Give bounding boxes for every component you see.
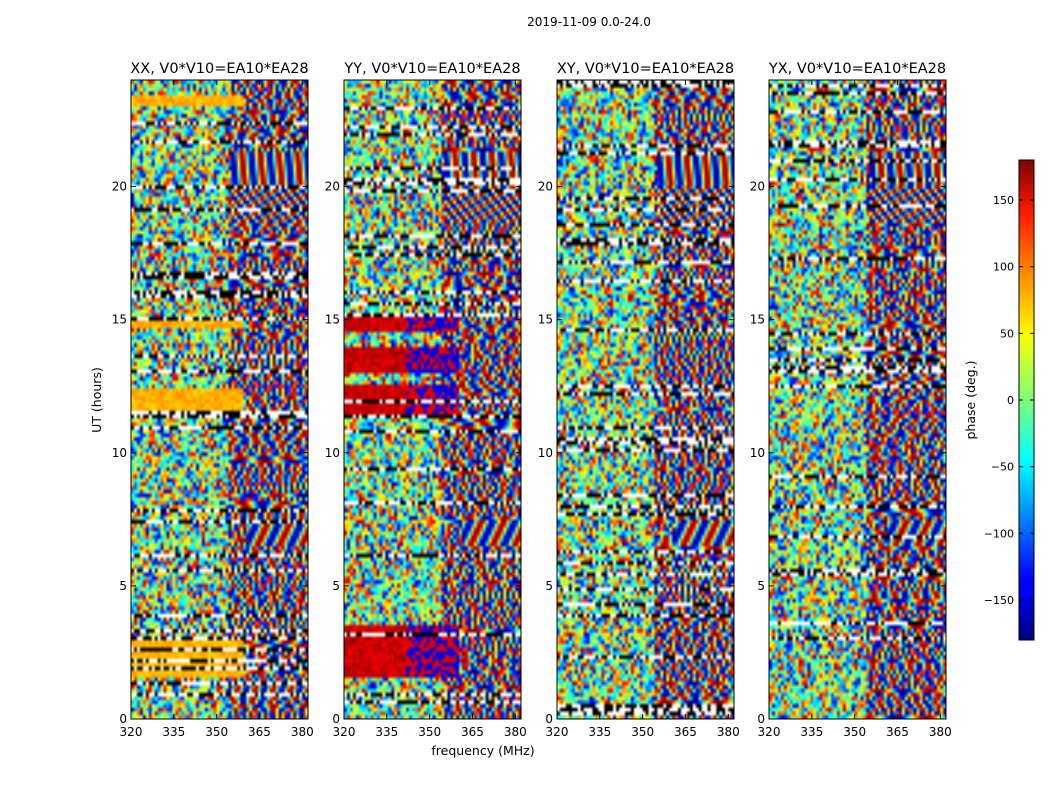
y-tick-label: 5 [757,579,765,593]
y-tick-label: 20 [538,180,553,194]
colorbar-tick-label: 0 [1007,394,1014,407]
y-tick-label: 15 [112,313,127,327]
colorbar-tick-label: 50 [1000,327,1014,340]
panel-frame [556,79,735,720]
panel-xy: XY, V0*V10=EA10*EA28 320 335 350 365 380 0 5 10 1… [538,61,740,739]
colorbar-label: phase (deg.) [963,361,978,440]
y-tick-label: 20 [750,180,765,194]
x-tick-label: 350 [205,725,228,739]
panel-title: XY, V0*V10=EA10*EA28 [557,61,734,77]
x-axis-label: frequency (MHz) [431,743,534,758]
x-tick-label: 380 [717,725,740,739]
panel-title: YX, V0*V10=EA10*EA28 [768,61,946,77]
x-tick-label: 365 [674,725,697,739]
y-tick-label: 0 [119,712,127,726]
panel-frame [768,79,947,720]
y-tick-label: 15 [538,313,553,327]
x-tick-label: 320 [758,725,781,739]
y-tick-label: 0 [545,712,553,726]
panel-frame [343,79,522,720]
colorbar: −150 −100 −50 0 50 100 150 phase (deg.) [963,159,1035,641]
x-tick-label: 335 [588,725,611,739]
panels: XX, V0*V10=EA10*EA28 320 335 350 365 380 0 5 10 1… [112,61,952,739]
panel-yx: YX, V0*V10=EA10*EA28 320 335 350 365 380 0 5 10 1… [750,61,952,739]
colorbar-tick-label: −150 [984,594,1014,607]
x-tick-label: 380 [504,725,527,739]
y-tick-label: 10 [538,446,553,460]
y-tick-label: 20 [325,180,340,194]
x-tick-label: 320 [546,725,569,739]
waterfall-image-yy [344,80,521,719]
x-tick-label: 350 [631,725,654,739]
waterfall-image-yx [769,80,946,719]
suptitle: 2019-11-09 0.0-24.0 [527,15,651,29]
y-tick-label: 0 [332,712,340,726]
y-tick-label: 10 [112,446,127,460]
y-tick-label: 5 [545,579,553,593]
panel-title: YY, V0*V10=EA10*EA28 [343,61,520,77]
x-tick-label: 320 [120,725,143,739]
x-tick-label: 380 [929,725,952,739]
x-tick-label: 335 [800,725,823,739]
x-tick-label: 335 [162,725,185,739]
panel-yy: YY, V0*V10=EA10*EA28 320 335 350 365 380 0 5 10 1… [325,61,527,739]
x-tick-label: 365 [461,725,484,739]
colorbar-tick-label: 150 [993,194,1014,207]
x-tick-label: 320 [333,725,356,739]
colorbar-ticks: −150 −100 −50 0 50 100 150 [984,194,1034,607]
waterfall-image-xx [131,80,308,719]
colorbar-tick-label: −100 [984,527,1014,540]
colorbar-tick-label: −50 [991,461,1014,474]
panel-xx: XX, V0*V10=EA10*EA28 320 335 350 365 380 0 5 10 1… [112,61,314,739]
y-tick-label: 0 [757,712,765,726]
waterfall-image-xy [557,80,734,719]
y-tick-label: 10 [325,446,340,460]
y-tick-label: 5 [332,579,340,593]
x-tick-label: 350 [418,725,441,739]
y-tick-label: 5 [119,579,127,593]
x-tick-label: 380 [291,725,314,739]
panel-frame [130,79,309,720]
x-tick-label: 365 [248,725,271,739]
colorbar-tick-label: 100 [993,261,1014,274]
y-axis-label: UT (hours) [89,367,104,433]
y-tick-label: 10 [750,446,765,460]
panel-title: XX, V0*V10=EA10*EA28 [130,61,308,77]
y-tick-label: 20 [112,180,127,194]
x-tick-label: 365 [886,725,909,739]
y-tick-label: 15 [325,313,340,327]
x-tick-label: 335 [375,725,398,739]
y-tick-label: 15 [750,313,765,327]
x-tick-label: 350 [843,725,866,739]
